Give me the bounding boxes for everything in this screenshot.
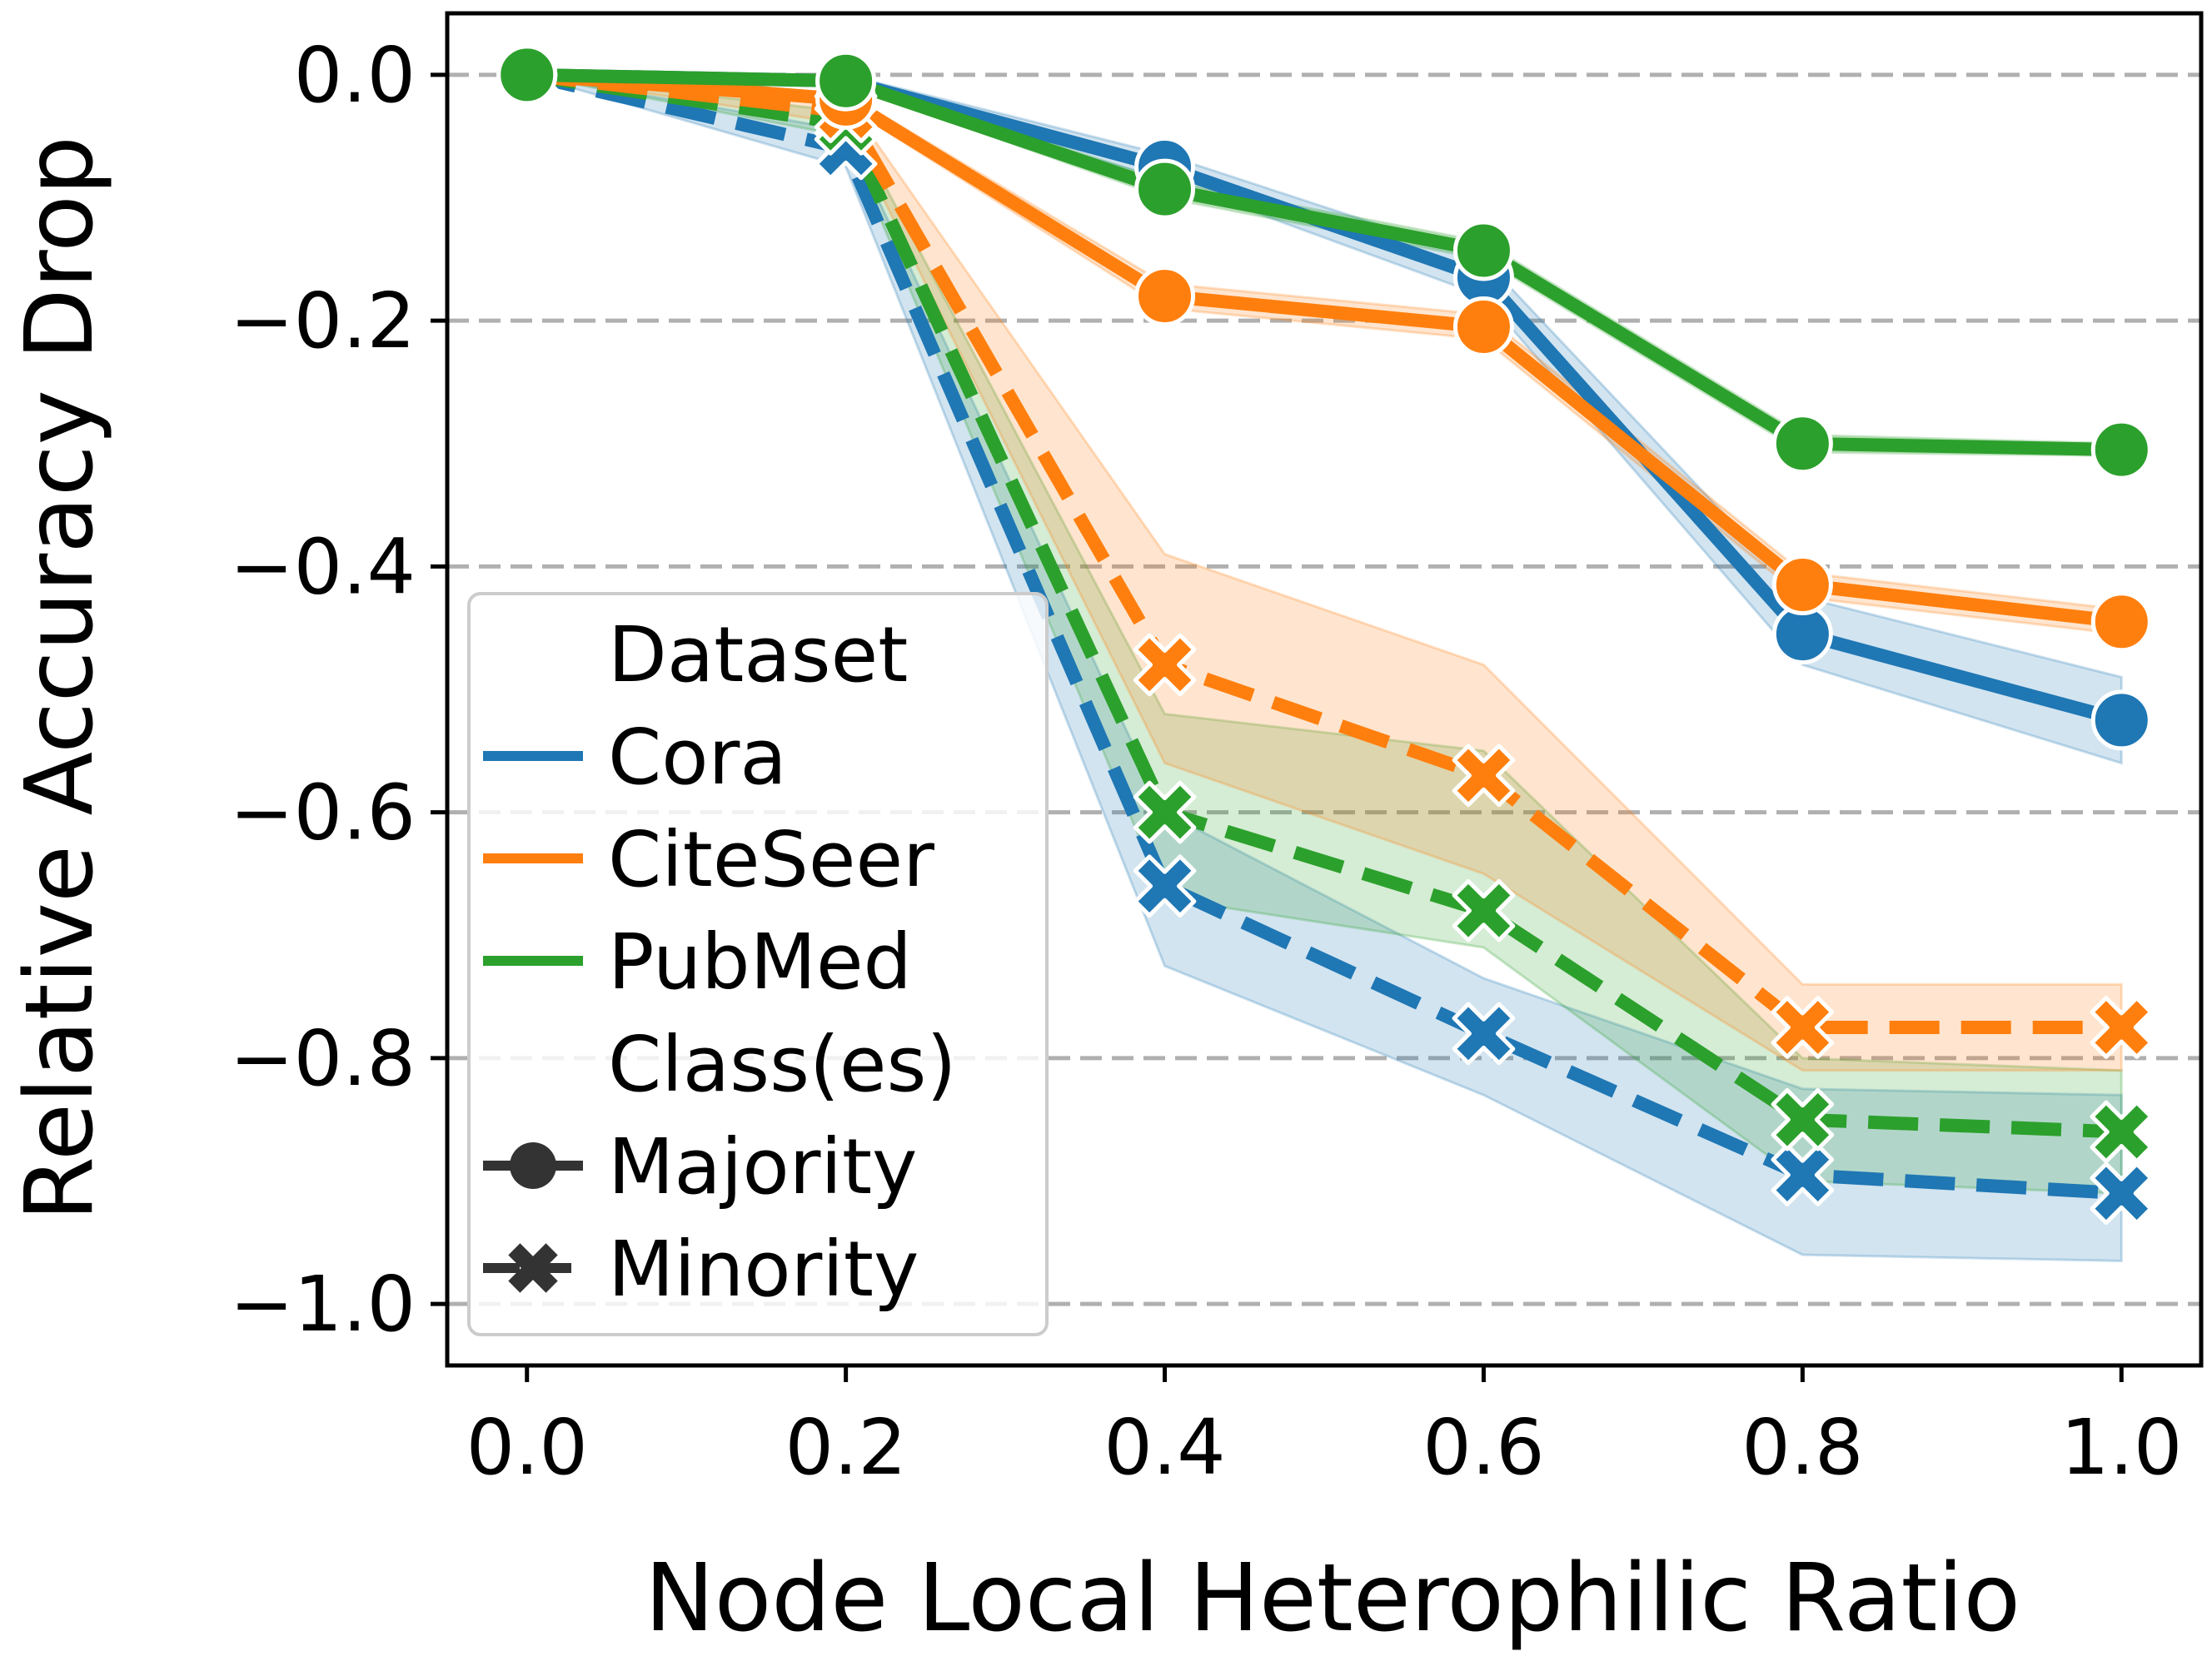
legend-label-citeseer: CiteSeer (608, 815, 934, 904)
series-markers (495, 42, 2154, 1226)
marker-citeseer-minority (1133, 633, 1197, 697)
marker-cora-minority (1133, 854, 1197, 918)
legend-marker-minority (508, 1243, 558, 1293)
legend-title-dataset: Dataset (608, 610, 908, 699)
legend: Dataset Cora CiteSeer PubMed Class(es) M… (467, 592, 1049, 1336)
x-tick-label: 0.2 (785, 1403, 906, 1492)
y-axis-title: Relative Accuracy Drop (6, 136, 114, 1221)
plot-frame (445, 11, 2204, 1368)
line-pubmed-minority (526, 67, 2122, 1139)
x-tick-label: 0.8 (1741, 1403, 1863, 1492)
legend-label-cora: Cora (608, 713, 787, 802)
marker-citeseer-minority (1771, 996, 1835, 1059)
y-tick-label: −1.0 (230, 1260, 416, 1349)
x-tick-label: 0.0 (466, 1403, 588, 1492)
marker-pubmed-majority (815, 50, 877, 112)
marker-citeseer-majority (1452, 296, 1514, 357)
marker-citeseer-minority (1452, 744, 1516, 808)
marker-pubmed-minority (1133, 780, 1197, 844)
marker-citeseer-majority (2090, 591, 2152, 653)
marker-cora-majority (2090, 689, 2152, 751)
line-cora-minority (525, 68, 2122, 1201)
marker-pubmed-majority (1771, 413, 1833, 475)
legend-marker-majority (510, 1142, 556, 1189)
line-citeseer-majority (526, 67, 2123, 629)
marker-citeseer-minority (2090, 996, 2154, 1059)
y-axis-ticks: 0.0 −0.2 −0.4 −0.6 −0.8 −1.0 (230, 31, 447, 1349)
marker-pubmed-majority (496, 44, 558, 106)
x-axis-ticks: 0.0 0.2 0.4 0.6 0.8 1.0 (466, 1365, 2182, 1492)
legend-label-pubmed: PubMed (608, 918, 912, 1007)
marker-pubmed-majority (2090, 419, 2152, 480)
y-tick-label: −0.4 (230, 522, 416, 611)
marker-citeseer-majority (1134, 266, 1196, 327)
series-lines (525, 67, 2124, 1201)
x-axis-title: Node Local Heterophilic Ratio (645, 1544, 2020, 1653)
legend-title-classes: Class(es) (608, 1020, 956, 1109)
y-tick-label: −0.8 (230, 1014, 416, 1103)
marker-pubmed-majority (1134, 158, 1196, 220)
legend-label-minority: Minority (608, 1225, 919, 1314)
legend-box (467, 592, 1049, 1336)
x-tick-label: 0.4 (1104, 1403, 1225, 1492)
y-tick-label: −0.6 (230, 768, 416, 858)
line-pubmed-majority (526, 67, 2122, 457)
marker-pubmed-minority (1452, 878, 1516, 942)
legend-label-majority: Majority (608, 1122, 918, 1211)
marker-pubmed-majority (1452, 220, 1514, 281)
x-tick-label: 0.6 (1422, 1403, 1544, 1492)
marker-citeseer-majority (1771, 555, 1833, 616)
marker-cora-minority (2090, 1161, 2154, 1226)
line-citeseer-minority (526, 67, 2122, 1034)
x-tick-label: 1.0 (2060, 1403, 2182, 1492)
marker-cora-minority (1452, 1002, 1516, 1066)
band-citeseer-majority (526, 73, 2123, 636)
y-tick-label: 0.0 (294, 31, 416, 120)
marker-pubmed-minority (1771, 1087, 1835, 1151)
marker-pubmed-minority (2090, 1100, 2154, 1164)
y-tick-label: −0.2 (230, 276, 416, 366)
